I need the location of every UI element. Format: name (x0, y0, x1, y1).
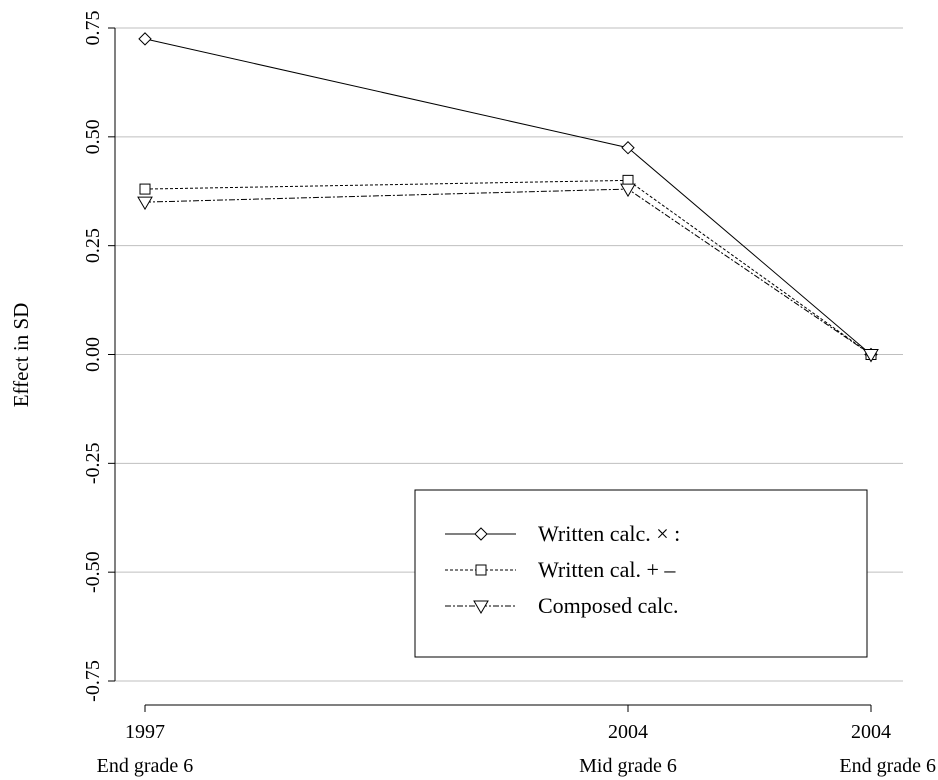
legend-label: Written cal. + – (538, 557, 676, 582)
legend-box (414, 489, 868, 658)
axes: -0.75 -0.50 -0.25 0.00 0.25 0.50 0.75 1997 End g… (82, 11, 936, 778)
series-square (139, 174, 877, 360)
x-tick-label-period: Mid grade 6 (579, 755, 677, 777)
diamond-marker (474, 527, 488, 541)
square-marker (475, 564, 487, 576)
x-tick-label-period: End grade 6 (839, 755, 936, 777)
y-axis-title: Effect in SD (9, 303, 33, 408)
series-line (144, 188, 872, 355)
triangle-marker (137, 196, 153, 211)
x-tick-label-period: End grade 6 (97, 755, 194, 777)
y-tick-label: -0.25 (82, 442, 104, 484)
series-layer (137, 32, 879, 363)
diamond-marker (138, 32, 152, 46)
legend-label: Written calc. × : (538, 521, 680, 546)
y-tick-label: -0.75 (82, 660, 104, 702)
diamond-marker (621, 141, 635, 155)
square-marker (139, 183, 151, 195)
y-tick-label: 0.50 (82, 119, 104, 154)
legend: Written calc. × : Written cal. + – Compose… (414, 489, 868, 658)
series-diamond (138, 32, 878, 362)
x-tick-label-year: 2004 (851, 721, 891, 743)
x-tick-label-year: 2004 (608, 721, 648, 743)
triangle-marker (473, 600, 489, 614)
triangle-marker (863, 349, 879, 363)
gridlines (115, 27, 903, 682)
legend-item: Composed calc. (445, 593, 679, 618)
y-tick-label: 0.25 (82, 228, 104, 263)
series-line (144, 179, 872, 355)
legend-item: Written cal. + – (445, 557, 676, 582)
y-tick-label: 0.75 (82, 11, 104, 46)
x-tick-label-year: 1997 (125, 721, 165, 743)
y-tick-label: 0.00 (82, 337, 104, 372)
legend-item: Written calc. × : (445, 521, 680, 546)
series-triangle-down (137, 183, 879, 363)
legend-label: Composed calc. (538, 593, 679, 618)
y-tick-label: -0.50 (82, 551, 104, 593)
triangle-marker (620, 183, 636, 198)
series-line (144, 38, 872, 355)
